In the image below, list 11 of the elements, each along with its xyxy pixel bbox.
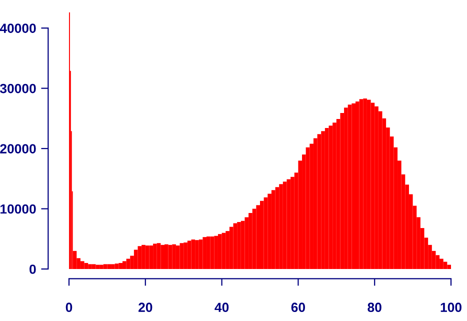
y-tick-label: 10000 — [0, 204, 36, 214]
x-tick-label: 40 — [214, 302, 229, 312]
y-tick-label: 0 — [30, 264, 36, 274]
x-tick-label: 80 — [368, 302, 382, 312]
x-tick-label: 20 — [138, 302, 152, 312]
x-tick-label: 0 — [66, 302, 72, 312]
x-tick-label: 100 — [440, 302, 462, 312]
y-tick-label: 20000 — [0, 144, 36, 154]
y-tick-label: 40000 — [0, 24, 36, 33]
y-tick-label: 30000 — [0, 84, 36, 94]
x-tick-label: 60 — [291, 302, 305, 312]
